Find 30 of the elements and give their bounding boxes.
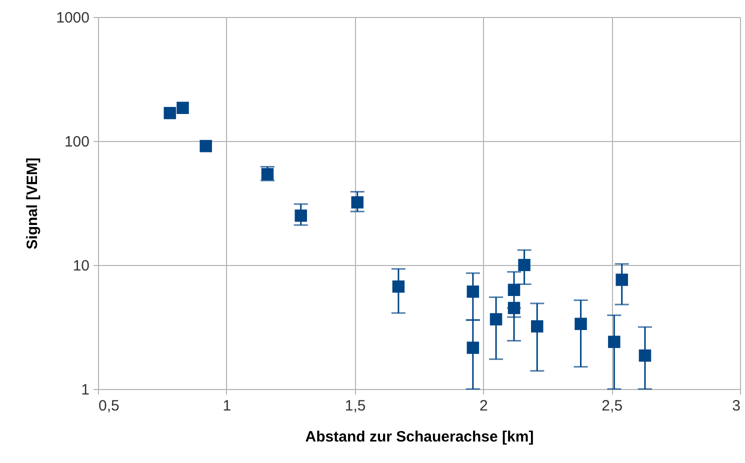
- point: [638, 349, 652, 362]
- point: [261, 168, 274, 180]
- point: [176, 102, 189, 114]
- point: [294, 210, 307, 222]
- point: [531, 320, 544, 332]
- point: [200, 140, 212, 152]
- x-tick-label: 2: [480, 398, 488, 414]
- y-tick-label: 1000: [56, 10, 90, 26]
- point: [508, 302, 520, 314]
- x-axis-title: Abstand zur Schauerachse [km]: [305, 428, 534, 446]
- x-tick-label: 1: [222, 398, 232, 414]
- point: [351, 196, 364, 208]
- point: [616, 274, 628, 286]
- y-tick-label: 100: [64, 134, 90, 150]
- point: [490, 313, 502, 326]
- y-axis-title: Signal [VEM]: [24, 158, 42, 250]
- x-tick-label: 3: [732, 398, 740, 414]
- y-tick-label: 10: [72, 258, 90, 274]
- x-tick-label: 1,5: [344, 398, 366, 414]
- point: [392, 280, 405, 293]
- point: [466, 285, 480, 298]
- point: [574, 318, 587, 330]
- point: [508, 284, 520, 296]
- x-tick-label: 2,5: [602, 398, 623, 414]
- point: [164, 106, 176, 120]
- y-tick-label: 1: [81, 382, 90, 398]
- x-tick-label: 0,5: [98, 398, 120, 414]
- point: [608, 336, 620, 348]
- point: [466, 342, 480, 354]
- point: [518, 258, 530, 272]
